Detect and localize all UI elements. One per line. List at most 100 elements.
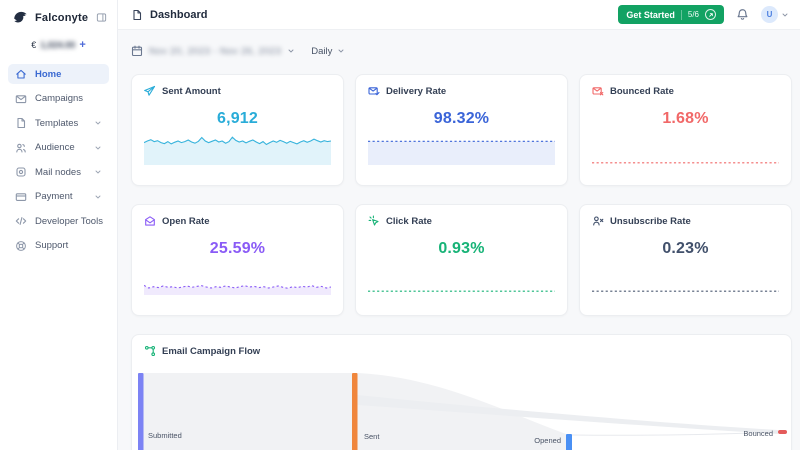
filter-row: Nov 20, 2023 - Nov 26, 2023 Daily [118, 30, 800, 60]
progress-ring-icon [705, 9, 716, 20]
balance: € 1,024.00 + [0, 30, 117, 59]
flow-icon [144, 345, 156, 357]
sankey-label-submitted: Submitted [148, 431, 182, 440]
stat-card-title: Sent Amount [162, 85, 221, 97]
sidebar-item-templates[interactable]: Templates [8, 113, 109, 133]
brand-name: Falconyte [35, 11, 89, 24]
stat-card-header: Delivery Rate [368, 85, 555, 97]
chevron-down-icon [337, 47, 345, 55]
sidebar-item-label: Support [35, 240, 69, 251]
stat-card-header: Sent Amount [144, 85, 331, 97]
sidebar-item-developer-tools[interactable]: Developer Tools [8, 211, 109, 231]
stat-card-title: Unsubscribe Rate [610, 215, 691, 227]
user-x-icon [592, 215, 604, 227]
sankey-label-bounced: Bounced [743, 429, 773, 438]
sparkline-chart [592, 263, 779, 295]
falconyte-logo-icon [12, 9, 29, 26]
stat-card-value: 0.93% [438, 240, 485, 257]
credit-card-icon [15, 191, 27, 203]
stat-card-title: Bounced Rate [610, 85, 674, 97]
stat-card-header: Click Rate [368, 215, 555, 227]
sidebar-item-support[interactable]: Support [8, 236, 109, 256]
mail-open-icon [144, 215, 156, 227]
sankey-diagram [138, 373, 787, 450]
code-icon [15, 215, 27, 227]
send-icon [144, 85, 156, 97]
home-icon [15, 68, 27, 80]
sidebar-item-label: Payment [35, 191, 73, 202]
sidebar-item-home[interactable]: Home [8, 64, 109, 84]
sidebar-item-audience[interactable]: Audience [8, 138, 109, 158]
stat-card-title: Click Rate [386, 215, 432, 227]
sidebar: Falconyte € 1,024.00 + Home Campaigns Te… [0, 0, 118, 450]
click-icon [368, 215, 380, 227]
main-content: Nov 20, 2023 - Nov 26, 2023 Daily Sent A… [118, 30, 800, 450]
add-funds-button[interactable]: + [79, 39, 86, 51]
node-icon [15, 166, 27, 178]
date-range-picker[interactable]: Nov 20, 2023 - Nov 26, 2023 [131, 45, 295, 57]
stat-card-header: Open Rate [144, 215, 331, 227]
stat-card-header: Bounced Rate [592, 85, 779, 97]
sparkline-chart [144, 133, 331, 165]
stat-card-title: Delivery Rate [386, 85, 447, 97]
bell-icon[interactable] [736, 8, 749, 21]
granularity-select[interactable]: Daily [311, 46, 345, 57]
sankey-flow-opened-edge [571, 431, 779, 436]
topbar: Dashboard Get Started 5/6 U [118, 0, 800, 30]
date-range-value-masked: Nov 20, 2023 - Nov 26, 2023 [149, 45, 282, 57]
sankey-node-bounced [778, 430, 787, 434]
chevron-down-icon [94, 144, 102, 152]
stat-card-value: 98.32% [433, 110, 490, 127]
stat-card-value: 0.23% [662, 240, 709, 257]
user-menu[interactable]: U [761, 6, 789, 23]
page-title: Dashboard [150, 8, 208, 21]
balance-amount-masked: 1,024.00 [40, 40, 76, 50]
get-started-button[interactable]: Get Started 5/6 [618, 5, 724, 24]
stat-card-sent-amount: Sent Amount 6,912 [131, 74, 344, 186]
dashboard-page-icon [131, 9, 143, 21]
email-campaign-flow-card: Email Campaign Flow Submitted Sent Opene… [131, 334, 792, 450]
stat-card-header: Unsubscribe Rate [592, 215, 779, 227]
stat-card-value: 1.68% [662, 110, 709, 127]
mail-x-icon [592, 85, 604, 97]
sparkline-chart [368, 133, 555, 165]
sankey-label-sent: Sent [364, 432, 380, 441]
sidebar-item-mail-nodes[interactable]: Mail nodes [8, 162, 109, 182]
sidebar-collapse-icon[interactable] [96, 12, 107, 23]
sparkline-chart [592, 133, 779, 165]
topbar-actions: Get Started 5/6 U [618, 5, 789, 24]
sparkline-chart [368, 263, 555, 295]
mail-check-icon [368, 85, 380, 97]
sankey-label-opened: Opened [534, 436, 561, 445]
balance-currency: € [31, 40, 37, 50]
sidebar-item-label: Audience [35, 142, 75, 153]
calendar-icon [131, 45, 143, 57]
sankey-node-opened [566, 434, 572, 450]
chevron-down-icon [94, 119, 102, 127]
sankey-node-submitted [138, 373, 144, 450]
stat-card-title: Open Rate [162, 215, 210, 227]
sidebar-item-label: Developer Tools [35, 215, 103, 227]
users-icon [15, 142, 27, 154]
sankey-flow-submitted-sent [143, 373, 352, 450]
sidebar-item-payment[interactable]: Payment [8, 187, 109, 207]
stat-card-unsubscribe-rate: Unsubscribe Rate 0.23% [579, 204, 792, 316]
sidebar-item-campaigns[interactable]: Campaigns [8, 89, 109, 109]
page-title-wrap: Dashboard [131, 9, 207, 21]
flow-card-title: Email Campaign Flow [162, 345, 261, 357]
sidebar-nav: Home Campaigns Templates Audience Mail n… [0, 59, 117, 261]
stat-card-value: 6,912 [216, 110, 259, 127]
sidebar-item-label: Templates [35, 117, 79, 129]
get-started-progress: 5/6 [687, 10, 699, 19]
sidebar-item-label: Mail nodes [35, 166, 81, 178]
chevron-down-icon [781, 11, 789, 19]
chevron-down-icon [287, 47, 295, 55]
sidebar-item-label: Home [35, 68, 62, 80]
sidebar-item-label: Campaigns [35, 93, 84, 104]
flow-card-header: Email Campaign Flow [144, 345, 779, 357]
chevron-down-icon [94, 193, 102, 201]
life-buoy-icon [15, 240, 27, 252]
sankey-flow-sent-bounced [357, 395, 778, 434]
sankey-node-sent [352, 373, 358, 450]
